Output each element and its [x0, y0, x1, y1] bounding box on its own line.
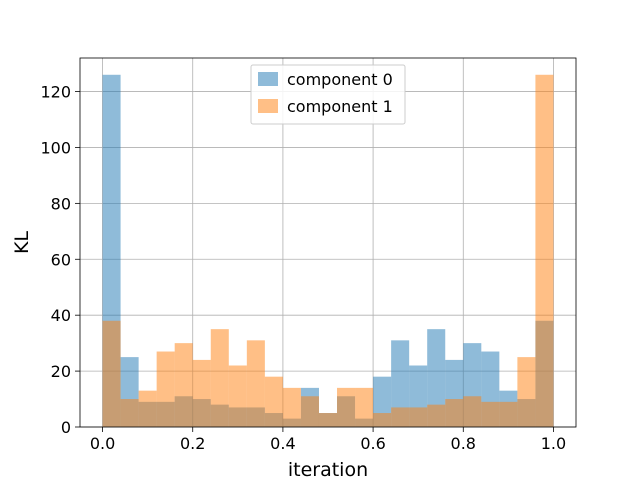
bar-series-1-bin-24 [535, 74, 554, 427]
bar-series-1-bin-14 [355, 387, 374, 427]
y-tick-label: 120 [40, 83, 71, 102]
bar-series-1-bin-11 [300, 396, 319, 427]
bar-series-1-bin-3 [156, 351, 175, 427]
legend-box [250, 64, 406, 125]
y-tick-label: 40 [51, 306, 71, 325]
x-tick-label: 0.6 [360, 434, 385, 453]
bar-series-1-bin-9 [264, 376, 283, 427]
bar-series-1-bin-19 [445, 399, 464, 427]
bar-series-1-bin-22 [499, 401, 518, 427]
y-axis-label: KL [11, 231, 33, 254]
x-tick-label: 0.4 [270, 434, 295, 453]
y-tick-label: 20 [51, 362, 71, 381]
legend-swatch-0 [258, 72, 278, 86]
legend: component 0 component 1 [250, 64, 406, 125]
y-axis-ticks: 0 20 40 60 80 100 120 [40, 83, 80, 437]
bar-series-1-bin-8 [246, 340, 265, 427]
legend-label-1: component 1 [287, 97, 393, 116]
bar-series-1-bin-13 [337, 387, 356, 427]
x-tick-label: 0.0 [90, 434, 115, 453]
y-tick-label: 100 [40, 138, 71, 157]
histogram-bars [102, 74, 554, 427]
plot-frame [79, 57, 577, 428]
x-tick-label: 0.8 [451, 434, 476, 453]
bar-series-1-bin-17 [409, 407, 428, 427]
x-tick-label: 0.2 [180, 434, 205, 453]
bar-series-1-bin-6 [210, 329, 229, 427]
legend-swatch-1 [258, 99, 278, 113]
bar-series-1-bin-12 [318, 413, 338, 427]
x-tick-label: 1.0 [541, 434, 566, 453]
bar-series-1-bin-1 [120, 399, 139, 427]
bar-series-1-bin-5 [192, 359, 211, 427]
y-tick-label: 80 [51, 194, 71, 213]
y-tick-label: 0 [61, 418, 71, 437]
bar-series-1-bin-23 [517, 357, 536, 427]
bar-series-1-bin-0 [102, 320, 121, 427]
x-axis-ticks: 0.0 0.2 0.4 0.6 0.8 1.0 [90, 427, 566, 453]
bar-series-1-bin-20 [463, 396, 482, 427]
bar-series-0-bin-18 [427, 329, 446, 427]
y-tick-label: 60 [51, 250, 71, 269]
bar-series-1-bin-15 [373, 413, 392, 427]
bar-series-1-bin-2 [138, 390, 157, 427]
bar-series-1-bin-16 [391, 407, 410, 427]
bar-series-1-bin-21 [481, 401, 500, 427]
x-axis-label: iteration [288, 459, 368, 480]
bar-series-1-bin-18 [427, 404, 446, 427]
bar-series-1-bin-7 [228, 365, 247, 427]
legend-label-0: component 0 [287, 70, 393, 89]
bar-series-1-bin-4 [174, 343, 193, 427]
bar-series-0-bin-16 [391, 340, 410, 427]
bar-series-1-bin-10 [282, 387, 301, 427]
